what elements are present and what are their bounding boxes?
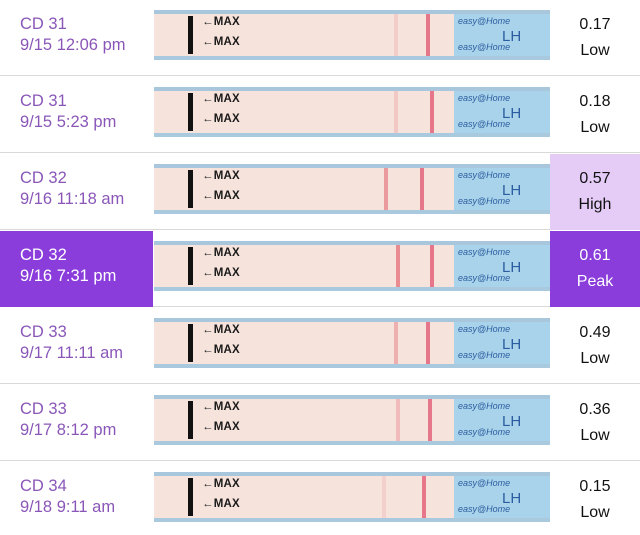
test-row-selected[interactable]: CD 32 9/16 7:31 pm ←MAX ←MAX easy@Home L… — [0, 231, 640, 307]
test-datetime: 9/15 12:06 pm — [20, 36, 126, 54]
max-marker: ←MAX — [202, 113, 240, 125]
test-strip-photo: ←MAX ←MAX easy@Home LH easy@Home — [154, 395, 550, 445]
cycle-day: CD 32 — [20, 246, 67, 264]
strip-brand-label: easy@Home LH easy@Home — [454, 168, 550, 210]
strip-wick — [188, 478, 193, 516]
strip-brand-label: easy@Home LH easy@Home — [454, 91, 550, 133]
test-result: 0.15 Low — [550, 462, 640, 535]
test-row[interactable]: CD 34 9/18 9:11 am ←MAX ←MAX easy@Home L… — [0, 462, 640, 535]
max-marker: ←MAX — [202, 16, 240, 28]
strip-wick — [188, 16, 193, 54]
cycle-day: CD 33 — [20, 323, 67, 341]
max-marker: ←MAX — [202, 344, 240, 356]
result-level: Low — [580, 42, 610, 59]
strip-wick — [188, 401, 193, 439]
test-datetime: 9/16 11:18 am — [20, 190, 125, 208]
control-line — [420, 168, 424, 210]
test-line — [396, 245, 400, 287]
test-line — [396, 399, 400, 441]
strip-brand-label: easy@Home LH easy@Home — [454, 399, 550, 441]
result-level: Peak — [576, 273, 614, 290]
max-marker: ←MAX — [202, 93, 240, 105]
test-row[interactable]: CD 31 9/15 5:23 pm ←MAX ←MAX easy@Home L… — [0, 77, 640, 153]
max-marker: ←MAX — [202, 324, 240, 336]
test-row[interactable]: CD 32 9/16 11:18 am ←MAX ←MAX easy@Home … — [0, 154, 640, 230]
result-value: 0.36 — [579, 401, 611, 418]
result-value: 0.15 — [579, 478, 611, 495]
result-value: 0.61 — [579, 247, 611, 264]
max-marker: ←MAX — [202, 401, 240, 413]
cycle-day: CD 31 — [20, 92, 67, 110]
result-value: 0.57 — [579, 170, 611, 187]
max-marker: ←MAX — [202, 421, 240, 433]
max-marker: ←MAX — [202, 36, 240, 48]
test-row[interactable]: CD 31 9/15 12:06 pm ←MAX ←MAX easy@Home … — [0, 0, 640, 76]
control-line — [430, 91, 434, 133]
max-marker: ←MAX — [202, 478, 240, 490]
test-label: CD 33 9/17 8:12 pm — [0, 385, 153, 461]
max-marker: ←MAX — [202, 170, 240, 182]
test-datetime: 9/17 8:12 pm — [20, 421, 117, 439]
cycle-day: CD 34 — [20, 477, 67, 495]
test-label: CD 32 9/16 11:18 am — [0, 154, 153, 230]
strip-wick — [188, 324, 193, 362]
test-line — [394, 322, 398, 364]
test-datetime: 9/17 11:11 am — [20, 344, 124, 362]
test-result: 0.61 Peak — [550, 231, 640, 307]
test-line — [382, 476, 386, 518]
test-label: CD 32 9/16 7:31 pm — [0, 231, 153, 307]
test-row[interactable]: CD 33 9/17 8:12 pm ←MAX ←MAX easy@Home L… — [0, 385, 640, 461]
strip-brand-label: easy@Home LH easy@Home — [454, 322, 550, 364]
test-strip-photo: ←MAX ←MAX easy@Home LH easy@Home — [154, 164, 550, 214]
max-marker: ←MAX — [202, 190, 240, 202]
result-value: 0.18 — [579, 93, 611, 110]
test-datetime: 9/15 5:23 pm — [20, 113, 117, 131]
cycle-day: CD 33 — [20, 400, 67, 418]
strip-wick — [188, 247, 193, 285]
test-line — [384, 168, 388, 210]
test-result: 0.18 Low — [550, 77, 640, 153]
cycle-day: CD 31 — [20, 15, 67, 33]
result-level: Low — [580, 427, 610, 444]
max-marker: ←MAX — [202, 247, 240, 259]
result-level: Low — [580, 119, 610, 136]
result-value: 0.17 — [579, 16, 611, 33]
control-line — [430, 245, 434, 287]
control-line — [426, 14, 430, 56]
test-result: 0.17 Low — [550, 0, 640, 76]
test-result: 0.49 Low — [550, 308, 640, 384]
test-result: 0.36 Low — [550, 385, 640, 461]
strip-brand-label: easy@Home LH easy@Home — [454, 476, 550, 518]
test-strip-photo: ←MAX ←MAX easy@Home LH easy@Home — [154, 318, 550, 368]
test-strip-photo: ←MAX ←MAX easy@Home LH easy@Home — [154, 87, 550, 137]
test-label: CD 31 9/15 5:23 pm — [0, 77, 153, 153]
result-value: 0.49 — [579, 324, 611, 341]
test-label: CD 34 9/18 9:11 am — [0, 462, 153, 535]
test-row[interactable]: CD 33 9/17 11:11 am ←MAX ←MAX easy@Home … — [0, 308, 640, 384]
test-label: CD 31 9/15 12:06 pm — [0, 0, 153, 76]
cycle-day: CD 32 — [20, 169, 67, 187]
test-datetime: 9/16 7:31 pm — [20, 267, 117, 285]
control-line — [426, 322, 430, 364]
control-line — [422, 476, 426, 518]
test-line — [394, 14, 398, 56]
test-datetime: 9/18 9:11 am — [20, 498, 116, 516]
test-strip-photo: ←MAX ←MAX easy@Home LH easy@Home — [154, 241, 550, 291]
strip-wick — [188, 170, 193, 208]
test-label: CD 33 9/17 11:11 am — [0, 308, 153, 384]
test-line — [394, 91, 398, 133]
test-strip-photo: ←MAX ←MAX easy@Home LH easy@Home — [154, 472, 550, 522]
test-result: 0.57 High — [550, 154, 640, 230]
strip-brand-label: easy@Home LH easy@Home — [454, 14, 550, 56]
result-level: Low — [580, 350, 610, 367]
strip-brand-label: easy@Home LH easy@Home — [454, 245, 550, 287]
result-level: Low — [580, 504, 610, 521]
strip-wick — [188, 93, 193, 131]
control-line — [428, 399, 432, 441]
result-level: High — [578, 196, 612, 213]
max-marker: ←MAX — [202, 267, 240, 279]
test-strip-photo: ←MAX ←MAX easy@Home LH easy@Home — [154, 10, 550, 60]
max-marker: ←MAX — [202, 498, 240, 510]
